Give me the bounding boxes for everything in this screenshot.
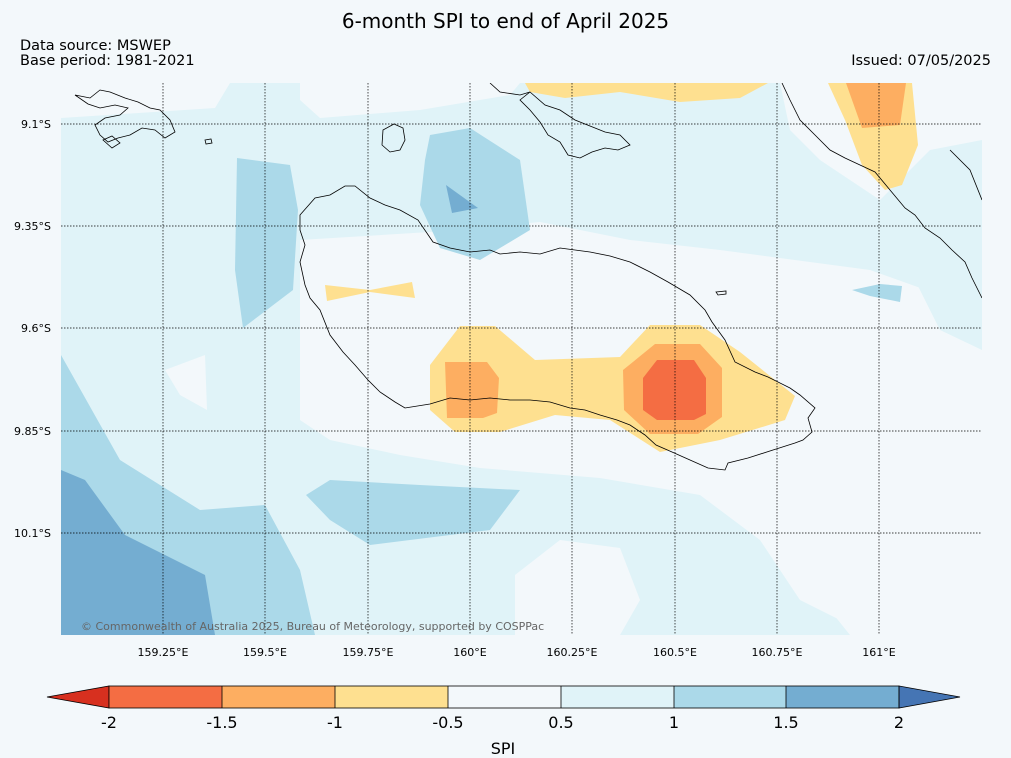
- spi-band-dry-west: [325, 282, 415, 301]
- spi-band-1-1.5-top: [420, 128, 530, 260]
- malaita-coastline: [781, 83, 982, 299]
- base-period-text: Base period: 1981-2021: [20, 53, 195, 69]
- small-island-coastline: [204, 138, 213, 145]
- spi-band-near-normal-tl: [61, 83, 230, 118]
- longitude-label: 160.75°E: [752, 646, 803, 659]
- spi-band-dry-top: [525, 83, 768, 102]
- spi-band-near-normal-top: [300, 83, 520, 118]
- colorbar-tick-label: 1.5: [773, 713, 798, 732]
- spi-band-1-1.5-left: [235, 158, 298, 328]
- colorbar-bin-2: [222, 686, 335, 708]
- graticule: [61, 83, 982, 635]
- spi-band-near-normal-br: [770, 420, 982, 635]
- longitude-label: 159.75°E: [343, 646, 394, 659]
- longitude-label: 160°E: [453, 646, 486, 659]
- colorbar-extend-max: [898, 685, 961, 709]
- spi-band-driest: [643, 360, 706, 420]
- colorbar-tick-label: -2: [101, 713, 117, 732]
- data-source-text: Data source: MSWEP: [20, 38, 171, 54]
- colorbar-tick-label: 1: [669, 713, 679, 732]
- malaita-coastline-2: [949, 149, 982, 201]
- coastline-layer: [74, 83, 982, 471]
- marau-islet-coastline: [715, 290, 727, 296]
- colorbar-tick-label: -1.5: [206, 713, 237, 732]
- florida-islands-coastline: [519, 91, 631, 159]
- latitude-label: 9.35°S: [14, 220, 51, 233]
- latitude-label: 9.6°S: [21, 322, 51, 335]
- colorbar-extend-min: [46, 685, 110, 709]
- colorbar-tick-label: 2: [894, 713, 904, 732]
- longitude-label: 160.5°E: [653, 646, 697, 659]
- colorbar-bin-5: [561, 686, 674, 708]
- map-title: 6-month SPI to end of April 2025: [341, 9, 670, 33]
- colorbar-bin-1: [109, 686, 222, 708]
- longitude-label: 159.25°E: [138, 646, 189, 659]
- russell-islands-2-coastline: [102, 135, 121, 149]
- longitude-label: 159.5°E: [243, 646, 287, 659]
- colorbar-bin-3: [335, 686, 448, 708]
- colorbar-tick-labels: -2 -1.5 -1 -0.5 0.5 1 1.5 2: [101, 713, 904, 732]
- longitude-label: 160.25°E: [547, 646, 598, 659]
- colorbar-dividers: [221, 686, 787, 708]
- spi-band-1-1.5-east: [852, 284, 902, 302]
- spi-band-0.5-1-patch: [720, 175, 982, 350]
- savo-island-coastline: [381, 123, 406, 153]
- guadalcanal-coastline: [299, 185, 816, 471]
- latitude-label: 9.1°S: [21, 118, 51, 131]
- longitude-label: 161°E: [862, 646, 895, 659]
- colorbar-label: SPI: [491, 739, 516, 758]
- longitude-labels: 159.25°E 159.5°E 159.75°E 160°E 160.25°E 160.…: [138, 646, 896, 659]
- spi-contour-layer: [61, 83, 982, 635]
- nggela-coastline: [489, 83, 531, 96]
- spi-band-dryer-ne: [846, 83, 906, 128]
- spi-band-1.5-2-bottom-left: [61, 470, 215, 635]
- metadata-left: Data source: MSWEP Base period: 1981-202…: [20, 39, 195, 69]
- colorbar-tick-label: -1: [327, 713, 343, 732]
- colorbar-bin-4: [448, 686, 561, 708]
- russell-islands-coastline: [74, 89, 176, 143]
- colorbar-tick-label: 0.5: [548, 713, 573, 732]
- spi-band-dryer-south-w: [445, 362, 499, 418]
- latitude-labels: 9.1°S 9.35°S 9.6°S 9.85°S 10.1°S: [14, 118, 51, 540]
- spi-band-1-1.5-south: [306, 480, 520, 545]
- colorbar-bin-7: [786, 686, 899, 708]
- colorbar-outline: [108, 685, 900, 709]
- copyright-credit: © Commonwealth of Australia 2025, Bureau…: [81, 620, 544, 633]
- colorbar-bin-6: [674, 686, 786, 708]
- spi-colorbar: -2 -1.5 -1 -0.5 0.5 1 1.5 2 SPI: [46, 685, 961, 758]
- spi-band-near-normal-patch: [165, 355, 207, 410]
- latitude-label: 10.1°S: [14, 527, 51, 540]
- issued-date-text: Issued: 07/05/2025: [851, 53, 991, 69]
- colorbar-tick-label: -0.5: [432, 713, 463, 732]
- latitude-label: 9.85°S: [14, 425, 51, 438]
- spi-band-near-normal-bm: [515, 540, 640, 635]
